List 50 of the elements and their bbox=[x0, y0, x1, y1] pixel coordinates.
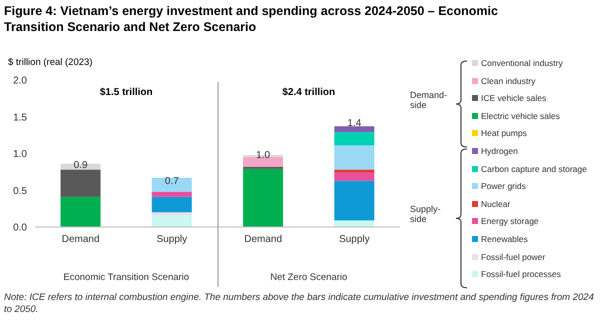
total-label: 1.4 bbox=[346, 118, 362, 129]
y-tick-label: 0.5 bbox=[13, 186, 28, 197]
chart-title: Figure 4: Vietnam’s energy investment and spending across 2024-2050 – Economic Transition Scenario and Net Zero Scenario bbox=[4, 3, 499, 35]
legend-label: Hydrogen bbox=[480, 146, 518, 156]
x-tick-label: Supply bbox=[339, 234, 370, 246]
legend-label: Electric vehicle sales bbox=[480, 110, 560, 121]
bar bbox=[152, 178, 192, 192]
y-tick-label: 2.0 bbox=[13, 76, 28, 87]
x-tick-label: Supply bbox=[156, 234, 188, 246]
legend-label: ICE vehicle sales bbox=[480, 93, 546, 104]
bar bbox=[334, 145, 374, 170]
y-axis-title: $ trillion (real (2023) bbox=[8, 57, 92, 68]
annotation: $1.5 trillion bbox=[98, 87, 154, 98]
annotation: $2.4 trillion bbox=[281, 87, 336, 98]
x-tick-label: Demand bbox=[244, 234, 282, 246]
y-tick-label: 1.0 bbox=[13, 149, 28, 160]
bar bbox=[152, 196, 192, 212]
bar bbox=[334, 220, 374, 227]
text: Demand-side bbox=[410, 90, 448, 110]
legend-label: Conventional industry bbox=[480, 58, 563, 68]
text: Economic Transition Scenario bbox=[62, 272, 190, 283]
bar bbox=[334, 126, 374, 132]
total-label: 0.9 bbox=[72, 160, 89, 172]
legend-label: Power grids bbox=[480, 181, 526, 192]
legend-label: Clean industry bbox=[480, 76, 536, 86]
legend-label: Heat pumps bbox=[480, 128, 527, 138]
legend-label: Renewables bbox=[480, 234, 528, 244]
y-tick-label: 1.5 bbox=[13, 112, 28, 124]
legend-label: Carbon capture and storage bbox=[480, 164, 587, 174]
legend-label: Nuclear bbox=[480, 198, 510, 209]
legend-label: Fossil-fuel processes bbox=[480, 269, 561, 280]
total-label: 1.0 bbox=[255, 150, 272, 162]
bar bbox=[243, 157, 284, 167]
bar bbox=[334, 172, 374, 181]
bar bbox=[152, 192, 192, 197]
bar bbox=[60, 196, 101, 227]
legend-label: Fossil-fuel power bbox=[480, 252, 546, 262]
bar bbox=[334, 132, 374, 146]
x-tick-label: Demand bbox=[62, 234, 100, 246]
total-label: 0.7 bbox=[164, 176, 180, 188]
text: Supply-side bbox=[410, 204, 442, 224]
text: Note: ICE refers to internal combustion engine. The numbers above the bars indicate cumulative investment and spending figures from 2024 to 2050. bbox=[4, 292, 594, 316]
bar bbox=[334, 170, 374, 173]
legend-label: Energy storage bbox=[480, 216, 539, 226]
bar bbox=[334, 180, 374, 220]
bar bbox=[60, 170, 101, 197]
text: Net Zero Scenario bbox=[269, 272, 348, 283]
bar bbox=[243, 168, 284, 227]
y-tick-label: 0.0 bbox=[13, 222, 28, 234]
bar bbox=[152, 215, 192, 227]
